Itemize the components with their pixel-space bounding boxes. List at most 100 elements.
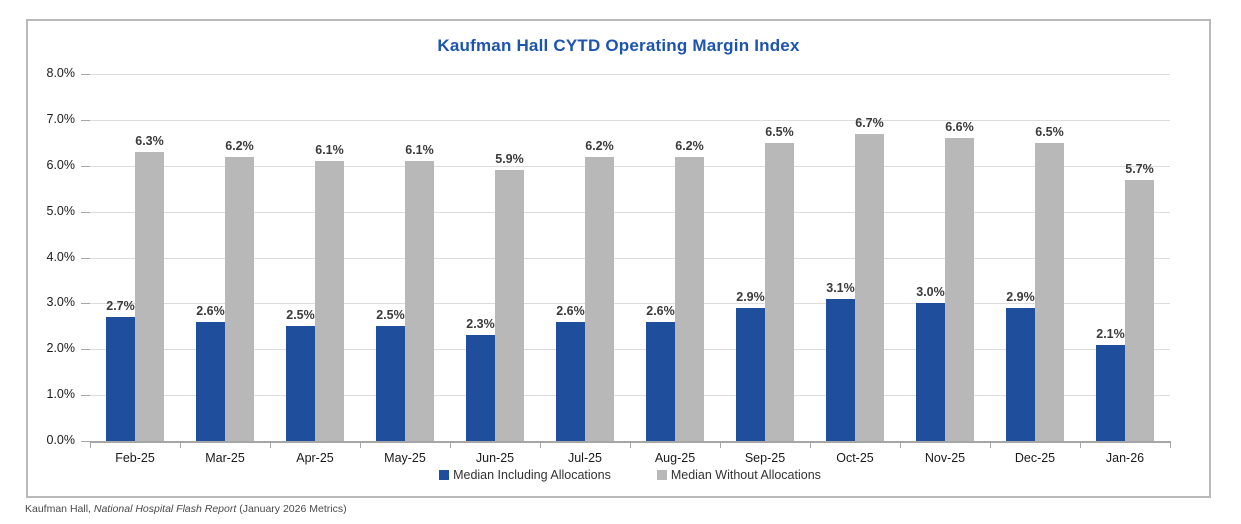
- legend: Median Including Allocations Median Witho…: [90, 468, 1170, 482]
- bar-including-allocations: [196, 321, 225, 441]
- x-axis-tick: [360, 441, 361, 448]
- y-axis-label: 1.0%: [46, 387, 76, 402]
- y-axis-tick: [81, 303, 90, 305]
- x-axis-category-label: Feb-25: [115, 451, 155, 465]
- x-axis-category-label: Jan-26: [1105, 451, 1145, 465]
- bar-value-label: 5.9%: [495, 152, 524, 167]
- source-report-name: National Hospital Flash Report: [93, 503, 237, 515]
- bar-without-allocations: [1125, 179, 1154, 441]
- y-axis-tick: [81, 395, 90, 397]
- bar-value-label: 2.6%: [646, 303, 675, 318]
- x-axis-category-label: Nov-25: [924, 451, 966, 465]
- x-axis-tick: [180, 441, 181, 448]
- gridline: [90, 349, 1170, 351]
- x-axis-tick: [450, 441, 451, 448]
- bar-without-allocations: [495, 170, 524, 441]
- chart-frame: Kaufman Hall CYTD Operating Margin Index…: [26, 19, 1211, 498]
- bar-value-label: 2.3%: [466, 317, 495, 332]
- x-axis-tick: [810, 441, 811, 448]
- x-axis-category-label: Jul-25: [567, 451, 603, 465]
- bar-without-allocations: [945, 138, 974, 441]
- source-prefix: Kaufman Hall,: [25, 503, 94, 515]
- gridline: [90, 119, 1170, 121]
- bar-without-allocations: [675, 156, 704, 441]
- bar-including-allocations: [916, 303, 945, 441]
- x-axis-tick: [720, 441, 721, 448]
- y-axis-label: 8.0%: [46, 66, 76, 80]
- bar-value-label: 2.9%: [736, 289, 765, 304]
- x-axis-tick: [270, 441, 271, 448]
- y-axis-label: 4.0%: [46, 249, 76, 264]
- bar-value-label: 2.1%: [1096, 326, 1125, 341]
- bar-value-label: 6.1%: [315, 143, 344, 158]
- bar-value-label: 2.7%: [106, 299, 135, 314]
- bar-without-allocations: [135, 151, 164, 441]
- bar-value-label: 2.9%: [1006, 289, 1035, 304]
- gridline: [90, 257, 1170, 259]
- y-axis-label: 3.0%: [46, 295, 76, 310]
- y-axis-tick: [81, 74, 90, 75]
- bar-without-allocations: [855, 133, 884, 441]
- bar-value-label: 5.7%: [1125, 161, 1154, 176]
- bar-value-label: 6.5%: [1035, 124, 1064, 139]
- y-axis-tick: [81, 349, 90, 351]
- legend-label: Median Including Allocations: [453, 468, 611, 482]
- gridline: [90, 395, 1170, 397]
- bar-value-label: 6.3%: [135, 133, 164, 148]
- bar-value-label: 6.2%: [225, 138, 254, 153]
- bar-value-label: 2.6%: [556, 303, 585, 318]
- bar-value-label: 6.1%: [405, 143, 434, 158]
- bar-including-allocations: [376, 326, 405, 441]
- legend-item: Median Without Allocations: [656, 468, 821, 482]
- legend-swatch-icon: [656, 470, 667, 480]
- y-axis-tick: [81, 211, 90, 213]
- x-axis-tick: [900, 441, 901, 448]
- gridline: [90, 303, 1170, 305]
- x-axis-category-label: Sep-25: [744, 451, 786, 465]
- y-axis-label: 0.0%: [46, 433, 76, 447]
- legend-label: Median Without Allocations: [670, 468, 821, 482]
- y-axis-tick: [81, 441, 90, 442]
- y-axis-label: 2.0%: [46, 341, 76, 356]
- bar-value-label: 2.5%: [286, 308, 315, 323]
- y-axis-tick: [81, 257, 90, 259]
- bar-including-allocations: [1096, 344, 1125, 441]
- bar-without-allocations: [315, 161, 344, 441]
- x-axis-category-label: May-25: [384, 451, 426, 465]
- x-axis-tick: [1080, 441, 1081, 448]
- y-axis-label: 5.0%: [46, 203, 76, 218]
- bar-value-label: 6.5%: [765, 124, 794, 139]
- gridline: [90, 74, 1170, 75]
- y-axis-tick: [81, 165, 90, 167]
- bar-value-label: 6.2%: [585, 138, 614, 153]
- bar-including-allocations: [106, 317, 135, 441]
- bar-value-label: 6.6%: [945, 120, 974, 135]
- bar-value-label: 6.2%: [675, 138, 704, 153]
- bar-including-allocations: [466, 335, 495, 441]
- bar-value-label: 3.0%: [916, 285, 945, 300]
- bar-including-allocations: [826, 298, 855, 441]
- y-axis-tick: [81, 119, 90, 121]
- bar-including-allocations: [646, 321, 675, 441]
- x-axis-category-label: Aug-25: [654, 451, 696, 465]
- y-axis-label: 6.0%: [46, 157, 76, 172]
- x-axis-category-label: Dec-25: [1014, 451, 1056, 465]
- chart-title: Kaufman Hall CYTD Operating Margin Index: [437, 36, 800, 55]
- x-axis-category-label: Jun-25: [475, 451, 515, 465]
- bar-including-allocations: [736, 307, 765, 441]
- x-axis-category-label: Apr-25: [296, 451, 334, 465]
- source-citation: Kaufman Hall, National Hospital Flash Re…: [25, 503, 347, 515]
- bar-without-allocations: [405, 161, 434, 441]
- gridline: [90, 165, 1170, 167]
- gridline: [90, 211, 1170, 213]
- bar-without-allocations: [225, 156, 254, 441]
- bar-value-label: 2.5%: [376, 308, 405, 323]
- bar-value-label: 3.1%: [826, 280, 855, 295]
- y-axis-label: 7.0%: [46, 111, 76, 126]
- x-axis-category-label: Mar-25: [205, 451, 245, 465]
- bar-without-allocations: [585, 156, 614, 441]
- plot-area: 0.0% 1.0% 2.0% 3.0% 4.0% 5.0% 6.0% 7.0% 8.0% 2.7%…: [28, 21, 1209, 496]
- bar-including-allocations: [1006, 307, 1035, 441]
- x-axis-tick: [630, 441, 631, 448]
